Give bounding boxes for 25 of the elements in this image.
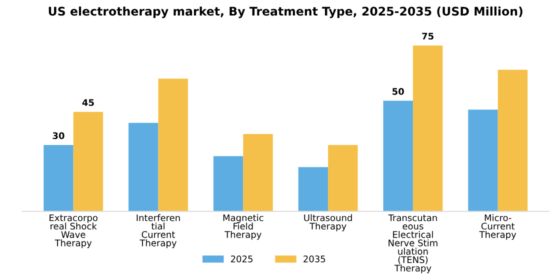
bar xyxy=(44,145,74,212)
x-tick-label: Interferen tial Current Therapy xyxy=(136,214,180,248)
bar xyxy=(243,134,273,212)
x-tick-label: Micro- Current Therapy xyxy=(479,214,516,240)
data-label: 45 xyxy=(82,99,94,106)
bar xyxy=(128,122,158,212)
chart-title: US electrotherapy market, By Treatment Type, 2025-2035 (USD Million) xyxy=(48,6,522,18)
bar xyxy=(468,110,498,212)
bar xyxy=(213,156,244,212)
bar xyxy=(158,78,188,212)
x-tick-label: Ultrasound Therapy xyxy=(304,214,352,232)
bar xyxy=(412,45,443,212)
bar xyxy=(383,100,413,212)
x-tick-label: Magnetic Field Therapy xyxy=(223,214,264,240)
bar xyxy=(328,145,358,212)
bar xyxy=(298,167,328,212)
x-tick-label: Transcutan eous Electrical Nerve Stim ulation (TENS) Therapy xyxy=(388,214,438,274)
x-tick-label: Extracorpo real Shock Wave Therapy xyxy=(50,214,98,248)
data-label: 75 xyxy=(422,32,434,40)
bar xyxy=(498,70,528,212)
data-label: 50 xyxy=(392,88,404,95)
legend-label: 2035 xyxy=(304,256,326,262)
legend-label: 2025 xyxy=(230,256,252,262)
bar xyxy=(73,112,104,212)
data-label: 30 xyxy=(52,132,64,140)
